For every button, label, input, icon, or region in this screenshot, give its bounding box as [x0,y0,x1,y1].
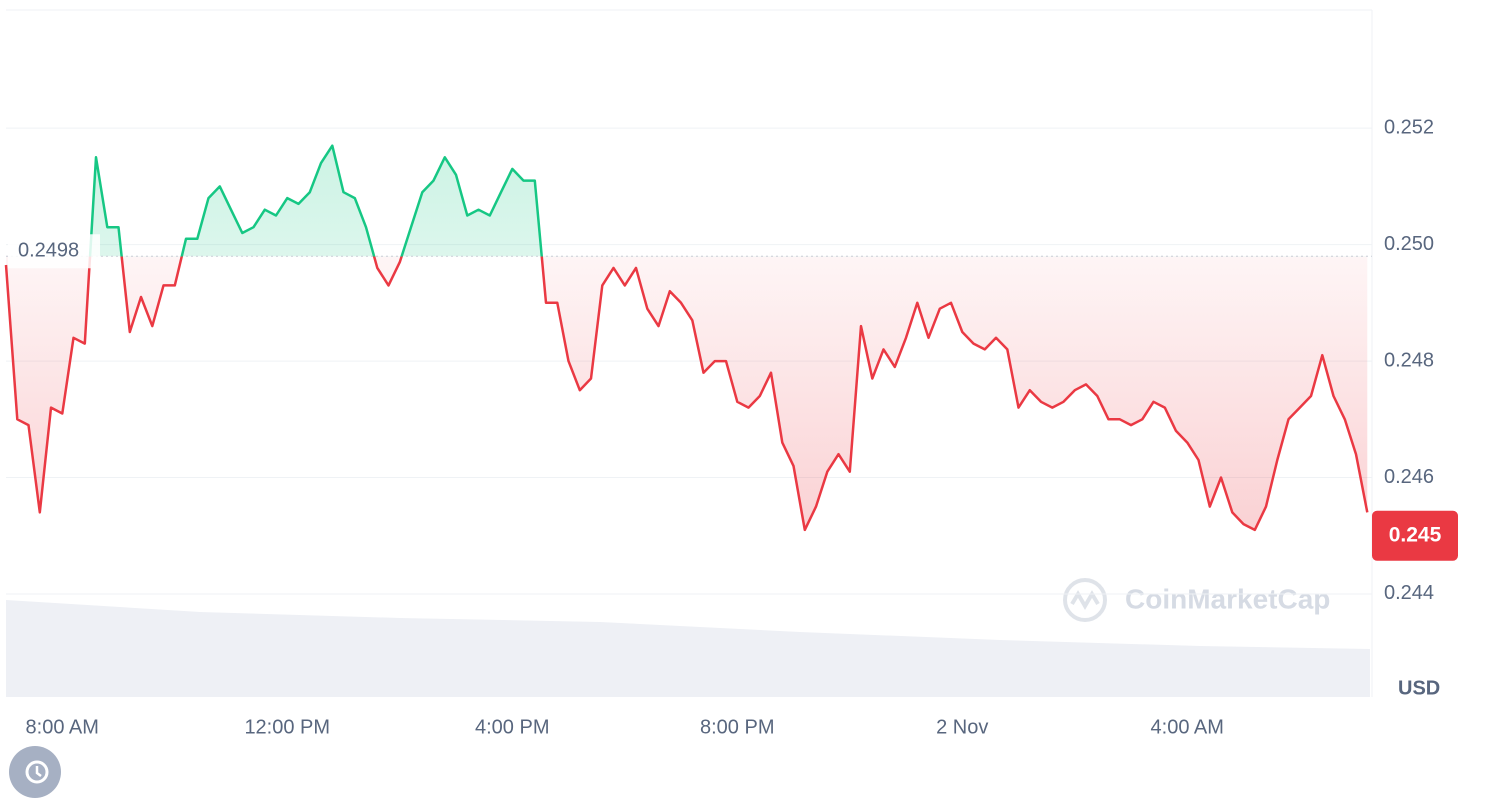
price-area [6,145,1368,530]
x-tick-label: 2 Nov [936,716,988,738]
y-tick-label: 0.244 [1384,582,1434,604]
y-tick-label: 0.250 [1384,233,1434,255]
y-tick-label: 0.248 [1384,349,1434,371]
price-badge-label: 0.245 [1389,523,1442,546]
price-badge [1372,510,1458,561]
currency-label: USD [1398,677,1440,699]
x-tick-label: 12:00 PM [244,716,330,738]
x-tick-label: 8:00 AM [26,716,99,738]
y-tick-label: 0.246 [1384,466,1434,488]
history-button[interactable] [9,746,61,798]
price-line [4,144,1369,532]
baseline-label: 0.2498 [18,240,79,262]
watermark-text: CoinMarketCap [1125,583,1330,614]
x-tick-label: 4:00 AM [1151,716,1224,738]
volume-area [6,600,1370,697]
y-tick-label: 0.252 [1384,116,1434,138]
x-tick-label: 4:00 PM [475,716,549,738]
baseline-label-box [8,234,100,269]
watermark [1063,578,1107,622]
x-tick-label: 8:00 PM [700,716,774,738]
